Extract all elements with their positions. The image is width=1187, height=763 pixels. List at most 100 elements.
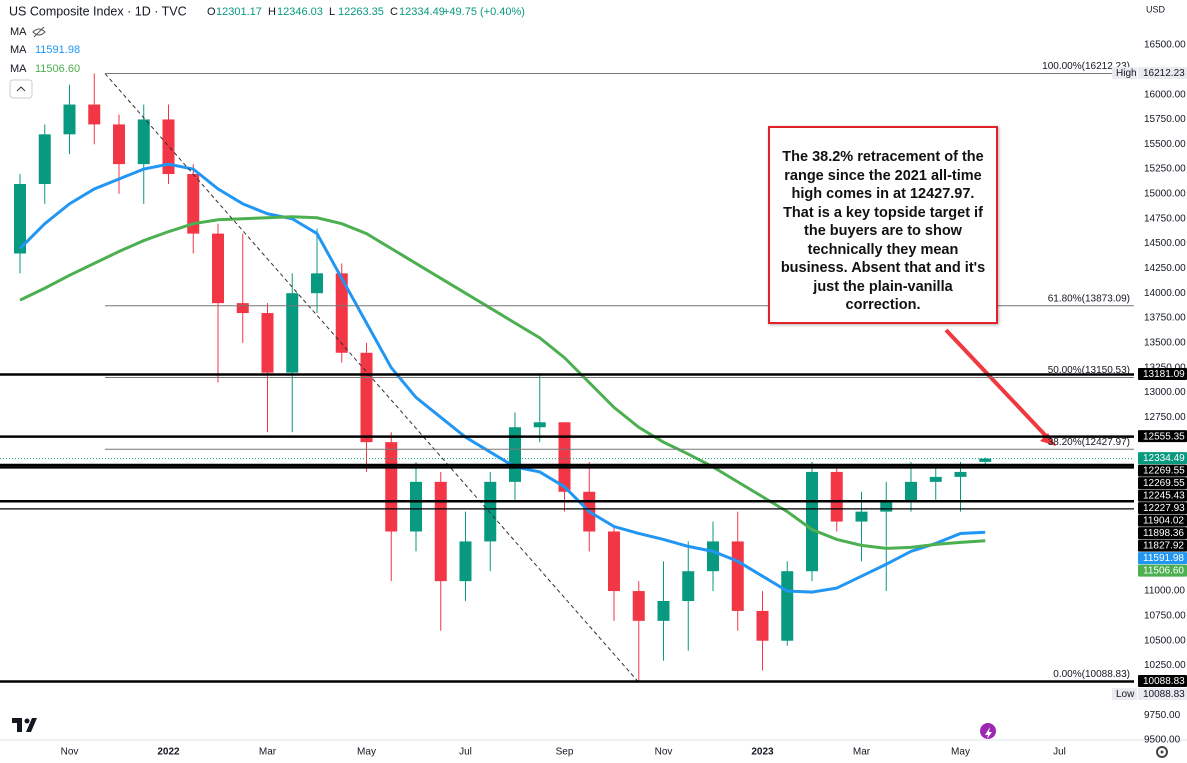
y-tick-label: 9750.00 <box>1144 710 1181 721</box>
candle-body <box>682 571 695 601</box>
indicator-name[interactable]: MA <box>10 26 27 38</box>
price-box <box>1138 514 1187 527</box>
price-box-label: 12334.49 <box>1143 453 1185 464</box>
price-tag <box>1112 67 1137 80</box>
candle-body <box>707 541 719 572</box>
ma-value: 11591.98 <box>35 44 80 56</box>
fib-label: 61.80%(13873.09) <box>1048 293 1130 304</box>
x-tick-label: May <box>357 747 376 758</box>
candle-body <box>484 481 497 542</box>
settings-icon[interactable] <box>1156 746 1168 758</box>
price-box-label: 11506.60 <box>1143 566 1184 577</box>
price-box <box>1138 368 1187 381</box>
y-tick-label: 15250.00 <box>1144 164 1186 175</box>
moving-average <box>18 162 986 594</box>
candle-body <box>533 422 546 428</box>
candle-body <box>162 119 175 175</box>
price-tag-label: Low <box>1116 689 1135 700</box>
y-tick-label: 13250.00 <box>1144 362 1186 373</box>
annotation: The 38.2% retracement of the range since… <box>768 126 998 324</box>
ohlc-key: O <box>207 6 216 18</box>
y-tick-label: 13000.00 <box>1144 387 1186 398</box>
eye-icon[interactable] <box>32 26 46 38</box>
ohlc-value: 12334.49 <box>399 6 445 18</box>
price-box <box>1138 477 1187 490</box>
price-tag <box>1112 688 1137 701</box>
fib-trendline <box>104 73 639 682</box>
price-box-label: 11904.02 <box>1143 516 1184 527</box>
candle-body <box>212 233 224 304</box>
currency[interactable]: USD <box>1146 4 1166 14</box>
candle-body <box>311 273 323 294</box>
candle-body <box>929 476 942 482</box>
candle-body <box>756 610 769 641</box>
ma-name: MA <box>10 63 27 75</box>
price-box-label: 12269.55 <box>1143 478 1185 489</box>
candle-body <box>385 442 398 532</box>
fib-label: 50.00%(13150.53) <box>1048 365 1130 376</box>
price-box <box>1138 527 1187 540</box>
price-box <box>1138 688 1187 701</box>
candle-body <box>558 422 571 492</box>
price-box-label: 11591.98 <box>1143 553 1184 564</box>
y-tick-label: 15500.00 <box>1144 139 1186 150</box>
price-box-label: 10088.83 <box>1143 689 1185 700</box>
y-tick-label: 15750.00 <box>1144 114 1186 125</box>
ohlc-value: 12346.03 <box>277 6 323 18</box>
x-tick-label: 2023 <box>751 747 774 758</box>
price-box-label: 10088.83 <box>1143 676 1185 687</box>
y-tick-label: 14250.00 <box>1144 263 1186 274</box>
ohlc-value: 12301.17 <box>216 6 262 18</box>
y-tick-label: 12750.00 <box>1144 412 1186 423</box>
candle-body <box>781 571 794 641</box>
fib-label: 38.20%(12427.97) <box>1048 437 1130 448</box>
y-tick-label: 9500.00 <box>1144 735 1181 746</box>
y-tick-label: 10500.00 <box>1144 635 1186 646</box>
candle-body <box>14 183 26 254</box>
x-tick-label: Jul <box>1053 747 1066 758</box>
y-tick-label: 14500.00 <box>1144 238 1186 249</box>
x-tick-label: Mar <box>853 747 871 758</box>
price-box <box>1138 489 1187 502</box>
price-box-label: 11827.92 <box>1143 541 1184 552</box>
candle-body <box>113 124 125 165</box>
tv-logo <box>12 718 37 732</box>
candle-body <box>236 303 249 314</box>
candle-body <box>434 481 447 582</box>
candle-body <box>608 531 620 592</box>
y-tick-label: 16000.00 <box>1144 89 1186 100</box>
candle-body <box>335 273 348 353</box>
candle-body <box>360 352 373 443</box>
price-box-label: 12245.43 <box>1143 491 1185 502</box>
price-box-label: 13181.09 <box>1143 369 1185 380</box>
symbol-title[interactable]: US Composite Index · 1D · TVC <box>9 4 187 18</box>
ma-value: 11506.60 <box>35 63 80 75</box>
candle-body <box>187 174 200 234</box>
x-tick-label: Mar <box>259 747 277 758</box>
price-box <box>1138 539 1187 552</box>
ohlc-key: L <box>329 6 335 18</box>
price-box <box>1138 67 1187 80</box>
price-box <box>1138 502 1187 515</box>
fib-label: 100.00%(16212.23) <box>1042 61 1130 72</box>
collapse-button[interactable] <box>9 79 33 99</box>
candle-body <box>731 541 744 611</box>
ai-icon[interactable] <box>980 723 996 739</box>
y-tick-label: 11000.00 <box>1144 586 1185 597</box>
price-box <box>1138 564 1187 577</box>
ohlc-key: H <box>268 6 276 18</box>
candle-body <box>261 313 274 373</box>
ohlc-value: 12263.35 <box>338 6 384 18</box>
y-tick-label: 15000.00 <box>1144 189 1186 200</box>
price-box-label: 12227.93 <box>1143 503 1185 514</box>
price-box <box>1138 464 1187 477</box>
candle-body <box>137 119 150 165</box>
annotation-arrow <box>944 328 1056 446</box>
candle-body <box>410 481 422 532</box>
x-tick-label: Jul <box>459 747 472 758</box>
candle-body <box>38 134 51 184</box>
price-change: +49.75 (+0.40%) <box>443 6 525 18</box>
price-box <box>1138 452 1187 465</box>
x-tick-label: Nov <box>61 747 79 758</box>
